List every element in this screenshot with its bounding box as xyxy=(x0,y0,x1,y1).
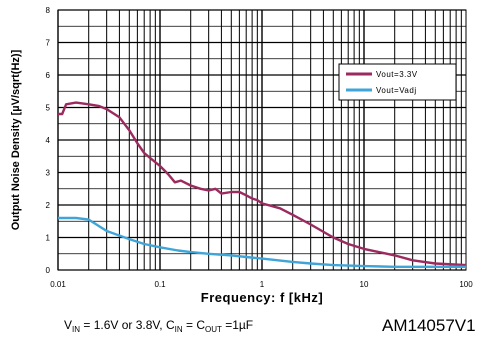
caption-cout-sub: OUT xyxy=(204,325,222,334)
x-tick-label: 100 xyxy=(459,280,473,289)
x-tick-label: 0.1 xyxy=(154,280,166,289)
y-tick-label: 8 xyxy=(46,6,51,15)
y-tick-label: 7 xyxy=(46,39,51,48)
x-axis-label: Frequency: f [kHz] xyxy=(201,290,323,305)
plot-frame xyxy=(57,9,467,271)
y-tick-label: 6 xyxy=(46,71,51,80)
legend-label-2: Vout=Vadj xyxy=(376,86,417,95)
legend-label-1: Vout=3.3V xyxy=(376,70,418,79)
y-axis-label: Output Noise Density [µV/sqrt(Hz)] xyxy=(10,49,22,230)
y-tick-label: 1 xyxy=(46,234,51,243)
y-tick-label: 2 xyxy=(46,201,51,210)
x-tick-label: 0.01 xyxy=(50,280,66,289)
plot-grid xyxy=(57,9,466,271)
caption-part2: =1µF xyxy=(221,318,254,332)
legend-box xyxy=(338,63,457,101)
x-tick-labels: 0.01 0.1 1 10 100 xyxy=(50,280,473,289)
series-lines xyxy=(58,101,467,268)
series-line-2 xyxy=(58,216,466,268)
figure-code: AM14057V1 xyxy=(382,316,476,335)
x-tick-label: 10 xyxy=(360,280,369,289)
y-tick-labels: 0 1 2 3 4 5 6 7 8 xyxy=(46,6,51,275)
y-tick-label: 0 xyxy=(46,266,51,275)
y-tick-label: 5 xyxy=(46,104,51,113)
caption-cin-sub: IN xyxy=(174,325,183,334)
caption-eq: = C xyxy=(182,318,205,332)
series-line-1 xyxy=(58,101,467,267)
caption-v: V xyxy=(64,318,73,332)
caption-part1: = 1.6V or 3.8V, C xyxy=(80,318,175,332)
test-conditions-caption: VIN = 1.6V or 3.8V, CIN = COUT =1µF xyxy=(64,318,253,334)
y-tick-label: 3 xyxy=(46,169,51,178)
caption-v-sub: IN xyxy=(72,325,81,334)
y-tick-label: 4 xyxy=(46,136,51,145)
legend: Vout=3.3V Vout=Vadj xyxy=(338,63,457,101)
x-tick-label: 1 xyxy=(260,280,265,289)
